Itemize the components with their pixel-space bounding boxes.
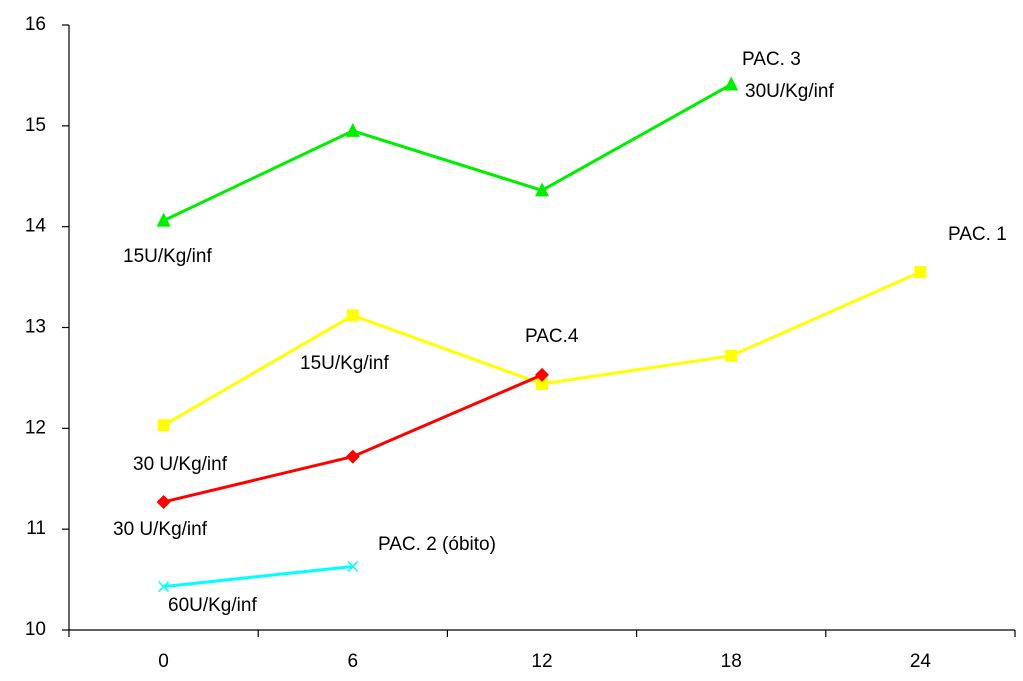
- annotation: 30 U/Kg/inf: [113, 519, 208, 540]
- y-tick-label: 16: [25, 14, 46, 35]
- annotation: 15U/Kg/inf: [300, 353, 389, 374]
- marker: [914, 266, 927, 279]
- marker: [535, 367, 549, 382]
- x-tick-label: 12: [531, 651, 552, 672]
- annotation: 30U/Kg/inf: [745, 81, 834, 102]
- series-line: [162, 270, 922, 427]
- y-tick-label: 10: [25, 619, 46, 640]
- marker: [347, 560, 359, 573]
- y-tick-label: 11: [26, 518, 46, 539]
- x-tick-label: 24: [910, 651, 932, 672]
- marker: [345, 449, 360, 464]
- marker: [156, 494, 171, 509]
- x-tick-label: 18: [721, 651, 742, 672]
- marker: [535, 182, 549, 197]
- y-tick-label: 13: [25, 317, 46, 338]
- annotation: 30 U/Kg/inf: [133, 454, 228, 475]
- marker: [158, 581, 170, 593]
- y-tick-label: 12: [25, 417, 46, 438]
- series-line: [162, 83, 732, 222]
- annotation: 60U/Kg/inf: [168, 595, 257, 616]
- marker: [725, 349, 738, 362]
- series-label: PAC. 2 (óbito): [378, 534, 496, 555]
- x-tick-label: 0: [158, 651, 169, 672]
- y-tick-label: 15: [25, 115, 46, 136]
- series-label: PAC.4: [525, 326, 579, 347]
- annotation: 15U/Kg/inf: [123, 246, 212, 267]
- y-tick-label: 14: [25, 216, 47, 237]
- series-line: [163, 564, 353, 589]
- marker: [536, 377, 548, 390]
- marker: [724, 76, 739, 91]
- x-tick-label: 6: [348, 651, 359, 672]
- marker: [157, 419, 170, 432]
- marker: [346, 309, 359, 322]
- series-label: PAC. 3: [742, 49, 801, 70]
- marker: [156, 212, 171, 227]
- series-label: PAC. 1: [948, 224, 1007, 245]
- marker: [345, 122, 360, 137]
